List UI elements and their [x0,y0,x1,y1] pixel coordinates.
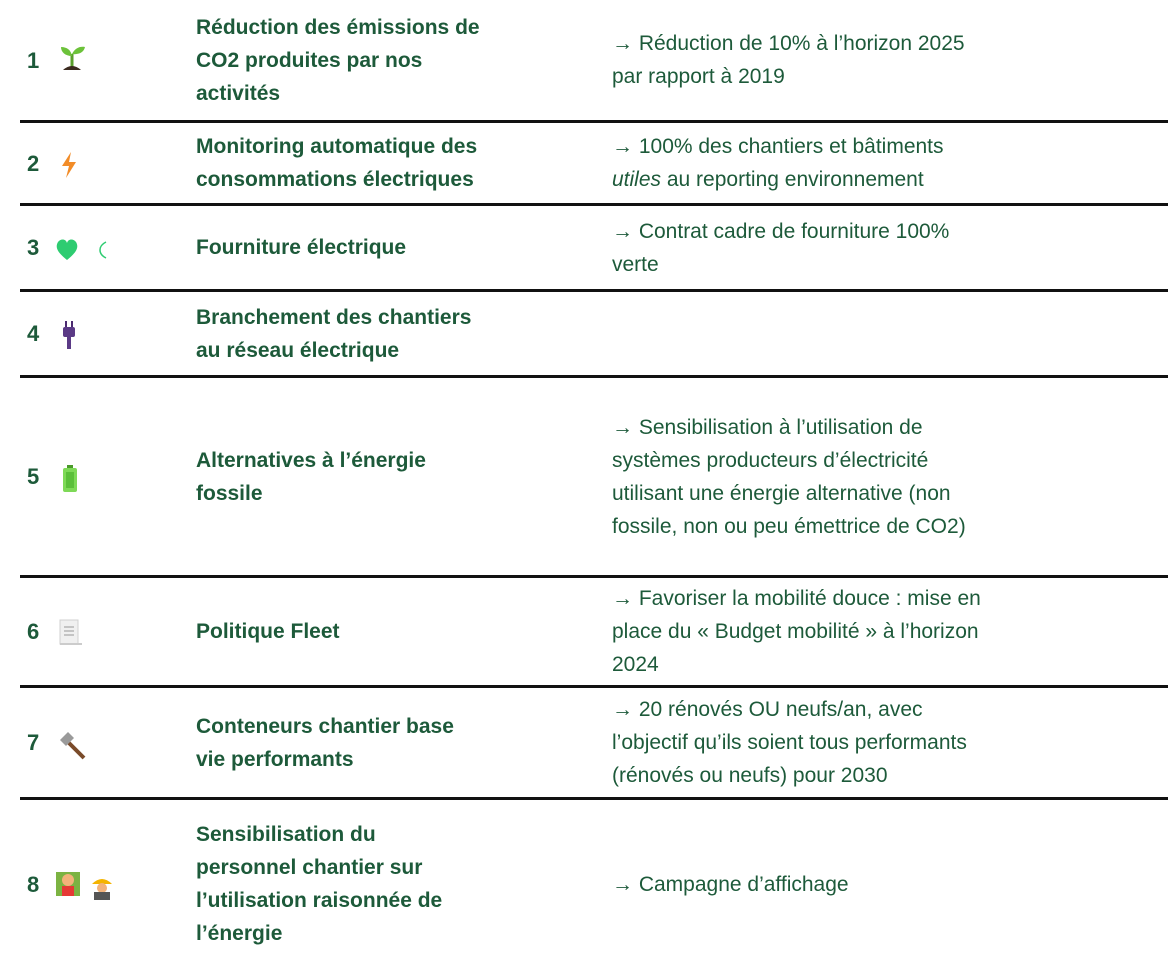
number-text: 1 [27,47,40,73]
row-number: 1 [27,0,39,120]
title-line: Sensibilisation du [196,823,376,846]
row-description [612,292,1152,375]
row-separator [20,797,1168,800]
description-line: 2024 [612,653,659,676]
title-line: fossile [196,481,263,505]
italic-text: utiles [612,168,662,191]
number-text: 8 [27,871,40,897]
number-text: 7 [27,730,40,755]
title-line: Alternatives à l’énergie [196,448,426,472]
title-line: Fourniture électrique [196,236,407,259]
description-line: → Sensibilisation à l’utilisation de [612,415,923,439]
hammer-icon [60,732,86,760]
row-separator [20,203,1168,206]
description-line: → Favoriser la mobilité douce : mise en [612,587,981,610]
table-row: 6 Politique Fleet → Favoriser la mobilité … [0,578,1168,688]
row-separator [20,375,1168,378]
number-text: 5 [27,464,40,489]
row-description: → Sensibilisation à l’utilisation de syst… [612,378,1152,575]
row-separator [20,685,1168,688]
row-title: Sensibilisation du personnel chantier sur… [196,800,576,968]
row-description: → Campagne d’affichage [612,800,1152,968]
table-row: 8 Sensibilisation du personnel chantier su… [0,800,1168,971]
document-icon [59,619,82,645]
row-number: 4 [27,292,39,375]
row-description: → 100% des chantiers et bâtiments utiles … [612,123,1152,203]
row-separator [20,120,1168,123]
row-number: 2 [27,123,39,203]
description-line: fossile, non ou peu émettrice de CO2) [612,514,966,538]
number-text: 3 [27,235,40,260]
battery-icon [63,465,77,492]
row-separator [20,575,1168,578]
title-line: Politique Fleet [196,620,340,643]
title-line: personnel chantier sur [196,856,423,879]
row-number: 8 [27,800,39,968]
row-title: Réduction des émissions de CO2 produites … [196,0,576,120]
row-description: → Favoriser la mobilité douce : mise en p… [612,578,1152,685]
table-row: 4 Branchement des chantiers au réseau élec… [0,292,1168,378]
row-title: Alternatives à l’énergie fossile [196,378,576,575]
description-line: → Campagne d’affichage [612,872,849,896]
description-line: place du « Budget mobilité » à l’horizon [612,620,979,643]
title-line: activités [196,81,281,105]
description-line: utiles au reporting environnement [612,163,1152,196]
text: au reporting environnement [661,168,924,191]
number-text: 2 [27,150,40,176]
title-line: CO2 produites par nos [196,48,423,72]
title-line: Branchement des chantiers [196,305,472,329]
title-line: l’énergie [196,922,283,945]
row-number: 7 [27,688,39,797]
title-line: Conteneurs chantier base [196,714,454,738]
title-line: Monitoring automatique des [196,135,478,158]
lightning-icon [62,152,76,178]
worker-icons [56,872,112,900]
description-line: utilisant une énergie alternative (non [612,481,951,505]
description-line: → Réduction de 10% à l’horizon 2025 [612,32,965,55]
row-separator [20,289,1168,292]
row-title: Monitoring automatique des consommations … [196,123,576,203]
title-line: l’utilisation raisonnée de [196,889,443,912]
description-line: (rénovés ou neufs) pour 2030 [612,764,888,787]
description-line: systèmes producteurs d’électricité [612,448,929,472]
description-line: → 20 rénovés OU neufs/an, avec [612,698,923,721]
row-number: 5 [27,378,39,575]
heart-icon [56,239,107,260]
title-line: Réduction des émissions de [196,15,480,39]
sprout-icon [61,46,85,70]
title-line: consommations électriques [196,168,474,191]
table-row: 7 Conteneurs chantier base vie performants… [0,688,1168,800]
row-description: → Contrat cadre de fourniture 100% verte [612,206,1152,289]
number-text: 4 [27,321,40,346]
plug-icon [63,321,75,349]
description-line: verte [612,252,659,276]
number-text: 6 [27,619,40,644]
table-row: 1 Réduction des émissions de CO2 produites… [0,0,1168,123]
row-number: 6 [27,578,39,685]
row-description: → Réduction de 10% à l’horizon 2025 par r… [612,0,1152,120]
title-line: vie performants [196,747,354,771]
row-title: Conteneurs chantier base vie performants [196,688,576,797]
row-description: → 20 rénovés OU neufs/an, avec l’objectif… [612,688,1152,797]
table-row: 2 Monitoring automatique des consommations… [0,123,1168,206]
row-title: Branchement des chantiers au réseau élect… [196,292,576,375]
table-row: 3 Fourniture électrique → Contrat cadre de… [0,206,1168,292]
table-row: 5 Alternatives à l’énergie fossile → Sensib… [0,378,1168,578]
row-title: Politique Fleet [196,578,576,685]
description-line: l’objectif qu’ils soient tous performant… [612,731,967,754]
description-line: par rapport à 2019 [612,65,785,88]
row-title: Fourniture électrique [196,206,576,289]
row-number: 3 [27,206,39,289]
description-line: → Contrat cadre de fourniture 100% [612,219,950,243]
title-line: au réseau électrique [196,338,400,362]
description-line: → 100% des chantiers et bâtiments [612,135,944,158]
